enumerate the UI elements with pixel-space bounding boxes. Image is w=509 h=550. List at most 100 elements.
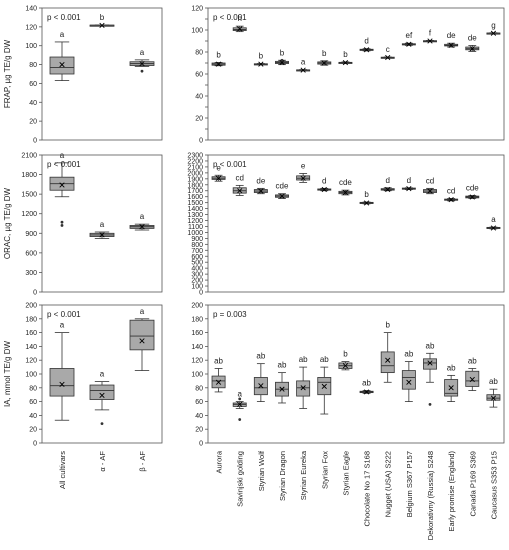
plot-frame [207,154,505,293]
box-p4-9: d [401,176,416,192]
box-p2-12: de [465,33,480,52]
significance-letter: ab [299,355,308,364]
y-tick-label: 700 [191,248,203,255]
y-tick-label: 300 [25,270,37,277]
box-p2-3: b [275,48,289,66]
panel-p1: 0 20 40 60 80 100 120 140 FRAP, µg TE/g DW p < 0.… [3,6,163,145]
mean-marker [59,61,65,68]
y-tick-label: 1300 [187,212,203,219]
mean-marker [237,26,243,32]
mean-marker [406,41,412,47]
box-p6-2: ab [253,352,268,403]
x-category-label: Styrian Eagle [341,451,350,496]
significance-letter: ab [362,379,371,388]
x-category-label: Styrian Wolf [257,450,266,491]
significance-letter: ab [404,350,413,359]
x-category-label: Styrian Dragon [278,451,287,501]
mean-marker [427,188,433,194]
y-tick-label: 200 [25,303,37,310]
significance-letter: ab [320,355,329,364]
y-tick-label: 60 [29,399,37,406]
y-tick-label: 600 [25,250,37,257]
box-p6-9: ab [401,350,416,403]
y-tick-label: 20 [29,119,37,126]
outlier-point [238,418,242,421]
p-value-label: p < 0.001 [213,13,247,22]
significance-letter: a [100,220,105,229]
y-tick-label: 1500 [21,192,37,199]
significance-letter: a [140,48,145,57]
box-p2-1: h [232,14,247,33]
box-p4-5: d [317,176,332,193]
significance-letter: cde [276,182,289,191]
y-tick-label: 0 [199,138,203,145]
y-tick-label: 200 [191,278,203,285]
mean-marker [279,193,285,199]
significance-letter: a [491,215,496,224]
box-p6-7: ab [359,379,374,395]
box-p5-0: a [49,321,75,421]
panel-p6: 0 20 40 60 80 100 120 140 160 180 200 p = 0.003 ab a a… [191,303,505,540]
significance-letter: ef [406,31,413,40]
y-tick-label: 140 [191,344,203,351]
box-p6-11: ab [444,363,459,403]
significance-letter: de [256,176,265,185]
y-tick-label: 1800 [187,182,203,189]
mean-marker [385,186,391,193]
box-p6-6: b [338,350,353,371]
significance-letter: a [237,390,242,399]
box-p2-4: a [296,58,311,73]
mean-marker [342,363,349,369]
mean-marker [215,175,222,181]
box-p1-0: a [49,30,75,81]
y-tick-label: 20 [195,427,203,434]
box-p4-3: cde [275,182,289,199]
mean-marker [406,186,412,192]
x-category-label: Aurora [215,450,224,473]
significance-letter: cde [466,184,479,193]
outlier-point [60,220,64,224]
y-tick-label: 2100 [21,153,37,160]
significance-letter: ab [214,356,223,365]
significance-letter: b [385,321,390,330]
box-p4-7: b [359,190,374,206]
box-body [49,56,75,75]
mean-marker [385,54,391,61]
y-tick-label: 180 [25,316,37,323]
box-p6-12: ab [465,356,480,391]
x-category-label: Belgium S367 P157 [405,451,414,517]
box-p4-13: a [486,215,501,231]
p-value-label: p = 0.003 [213,310,247,319]
box-p2-6: b [338,50,353,66]
significance-letter: a [140,307,145,316]
box-p4-4: e [296,161,311,183]
significance-letter: cde [339,178,352,187]
mean-marker [406,379,412,385]
x-category-label: Canada P169 S369 [468,451,477,516]
box-p2-10: f [423,28,437,44]
box-p2-2: b [253,52,268,67]
p-value-label: p < 0.001 [47,13,81,22]
mean-marker [427,360,433,366]
x-category-label: Dekorativny (Russia) S248 [426,451,435,540]
y-tick-label: 40 [195,413,203,420]
significance-letter: b [322,49,327,58]
mean-marker [363,200,370,206]
box-body [465,370,480,387]
box-p6-4: ab [296,355,311,409]
significance-letter: cd [235,173,243,182]
box-body [401,370,416,390]
y-tick-label: 100 [191,372,203,379]
significance-letter: ab [278,361,287,370]
outlier-point [428,402,432,406]
box-body [423,358,437,370]
x-category-label: β - AF [138,451,147,472]
y-tick-label: 80 [195,385,203,392]
y-tick-label: 100 [25,43,37,50]
significance-letter: cd [426,176,434,185]
y-tick-label: 1400 [187,206,203,213]
y-tick-label: 1200 [21,211,37,218]
box-p6-0: ab [211,356,226,393]
mean-marker [448,385,454,391]
